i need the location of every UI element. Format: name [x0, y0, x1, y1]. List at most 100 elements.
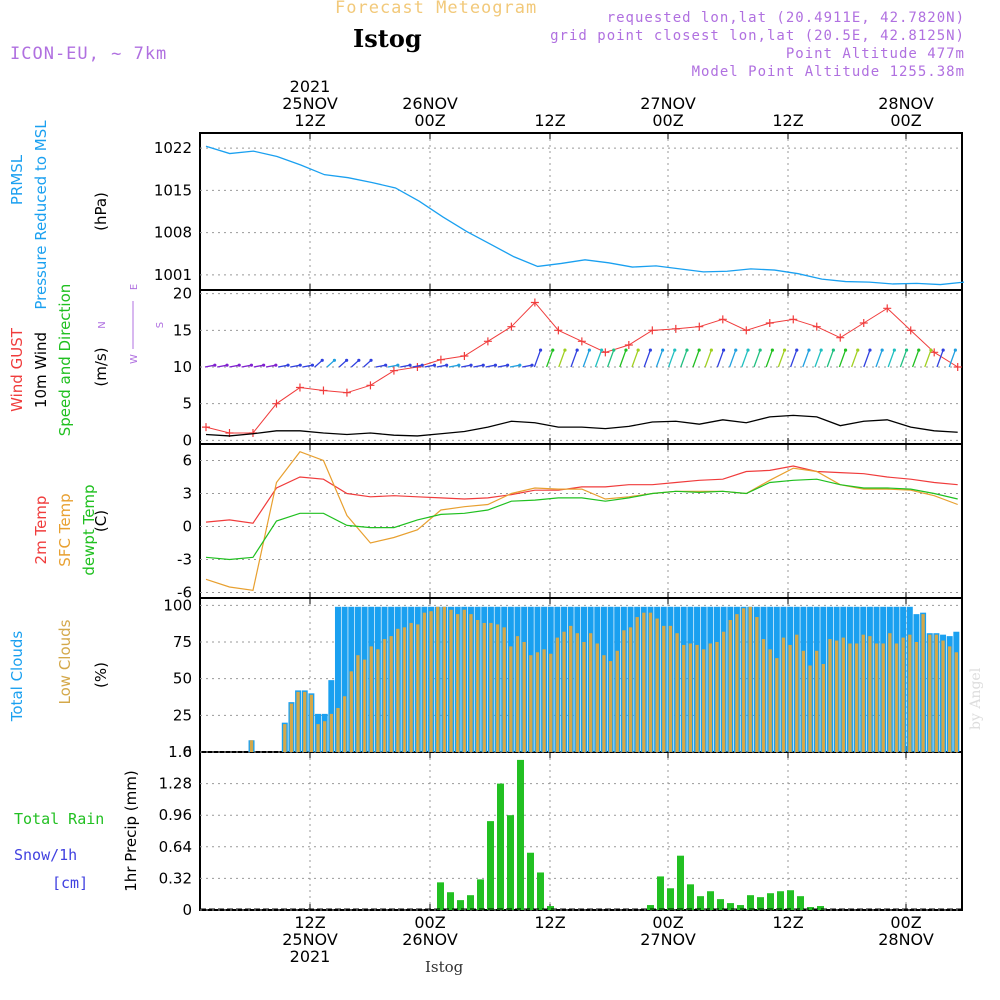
- rain-bar: [527, 852, 534, 910]
- wind-arrow-head: [856, 348, 860, 352]
- low-cloud-bar: [369, 646, 373, 752]
- bottom-time-label: 12Z: [772, 913, 803, 932]
- low-cloud-bar: [768, 649, 772, 752]
- low-cloud-bar: [289, 703, 294, 752]
- compass-w: W: [129, 354, 140, 364]
- wind-arrow-head: [575, 348, 579, 352]
- low-cloud-bar: [409, 622, 413, 752]
- ytick-temperature: 3: [182, 485, 192, 503]
- wind-arrow: [545, 349, 554, 368]
- ytick-clouds: 25: [173, 706, 192, 724]
- wind-arrow: [936, 349, 944, 368]
- low-cloud-bar: [675, 633, 679, 752]
- wind-line: [205, 414, 958, 437]
- ytick-precip: 0.32: [159, 869, 192, 887]
- rain-bar: [517, 759, 524, 910]
- temp-line-sfc: [205, 450, 958, 591]
- low-cloud-bar: [542, 649, 546, 752]
- low-cloud-bar: [721, 631, 726, 752]
- low-cloud-bar: [894, 643, 899, 752]
- gust-marker: [765, 319, 774, 327]
- wind-arrow-head: [648, 348, 652, 352]
- low-cloud-bar: [815, 650, 819, 752]
- low-cloud-bar: [954, 652, 959, 752]
- wind-arrow-head: [819, 348, 823, 352]
- ytick-clouds: 0: [182, 743, 192, 761]
- wind-arrow-head: [795, 348, 799, 352]
- panel-frame-precip: [199, 751, 963, 911]
- ytick-clouds: 75: [173, 633, 192, 651]
- grid-point-lonlat: grid point closest lon,lat (20.5E, 42.81…: [550, 28, 965, 44]
- wind-arrow-head: [530, 363, 534, 367]
- low-cloud-bar: [648, 612, 653, 752]
- rain-bar: [507, 815, 514, 910]
- wind-arrow-head: [345, 358, 349, 362]
- top-time-label: 12Z: [534, 111, 565, 130]
- gust-marker: [295, 383, 304, 392]
- wind-arrow-head: [457, 363, 461, 367]
- low-cloud-bar: [362, 659, 367, 752]
- low-cloud-bar: [522, 642, 526, 752]
- ytick-clouds: 50: [173, 670, 192, 688]
- gust-marker: [836, 333, 845, 342]
- low-cloud-bar: [336, 708, 340, 752]
- wind-arrow: [948, 349, 956, 368]
- wind-arrow: [741, 349, 749, 368]
- low-cloud-bar: [934, 634, 939, 752]
- bottom-time-label: 2021: [290, 947, 331, 966]
- gust-marker: [272, 399, 281, 408]
- panel-frame-temperature: [199, 443, 963, 599]
- wind-arrow: [375, 364, 386, 368]
- ytick-temperature: -3: [177, 551, 192, 569]
- wind-arrow: [522, 364, 533, 368]
- wind-arrow-head: [538, 348, 543, 352]
- wind-arrow: [728, 349, 737, 368]
- wind-arrow: [363, 359, 372, 368]
- wind-arrow-head: [249, 363, 254, 367]
- gust-marker: [530, 298, 539, 307]
- label-total-rain: Total Rain: [14, 810, 104, 828]
- gust-marker: [601, 348, 610, 357]
- rain-bar: [687, 884, 694, 910]
- gust-marker: [883, 304, 892, 313]
- rain-bar: [647, 905, 654, 910]
- wind-arrow: [265, 364, 276, 368]
- station-name: Istog: [353, 24, 422, 53]
- low-cloud-bar: [854, 643, 859, 752]
- wind-arrow: [631, 349, 639, 368]
- wind-arrow: [338, 359, 348, 368]
- low-cloud-bar: [309, 694, 314, 752]
- low-cloud-bar: [595, 643, 599, 752]
- low-cloud-bar: [881, 643, 885, 752]
- label-dewpt-temp: dewpt Temp: [80, 484, 98, 575]
- rain-bar: [707, 891, 714, 910]
- wind-arrow: [899, 349, 908, 368]
- wind-arrow-head: [369, 358, 373, 362]
- wind-arrow-head: [941, 348, 945, 352]
- compass-s: S: [155, 322, 166, 328]
- gust-marker: [202, 423, 210, 432]
- ytick-wind: 0: [182, 431, 192, 449]
- ylabel-clouds: (%): [92, 662, 110, 688]
- rain-bar: [717, 899, 724, 910]
- gust-marker: [624, 341, 633, 349]
- wind-arrow-head: [868, 348, 872, 352]
- rain-bar: [767, 893, 774, 910]
- rain-bar: [467, 895, 474, 910]
- wind-arrow: [667, 349, 676, 368]
- gust-marker: [671, 324, 680, 333]
- low-cloud-bar: [901, 637, 905, 752]
- gust-marker: [812, 322, 821, 331]
- wind-arrow: [533, 349, 542, 368]
- low-cloud-bar: [788, 644, 792, 752]
- low-cloud-bar: [535, 652, 540, 752]
- wind-arrow: [448, 364, 459, 368]
- wind-arrow: [509, 364, 520, 368]
- low-cloud-bar: [795, 634, 799, 752]
- ytick-wind: 5: [182, 395, 192, 413]
- ylabel-precip: 1hr Precip (mm): [122, 770, 140, 891]
- compass-rose: N S W E: [97, 284, 166, 364]
- low-cloud-bar: [868, 636, 872, 752]
